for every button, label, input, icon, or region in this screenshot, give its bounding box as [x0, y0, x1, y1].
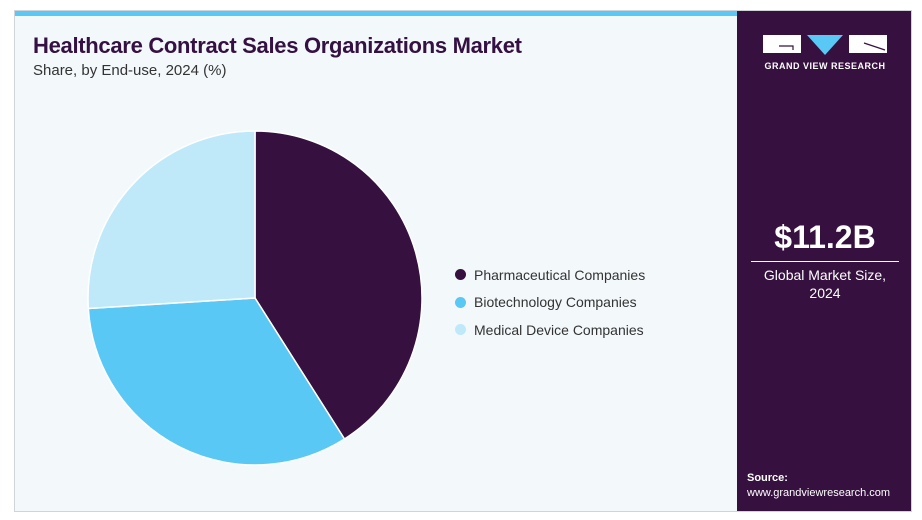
accent-bar: [15, 11, 737, 16]
legend-item: Biotechnology Companies: [455, 289, 645, 317]
summary-panel: GRAND VIEW RESEARCH $11.2B Global Market…: [737, 11, 911, 511]
legend-label: Medical Device Companies: [474, 321, 644, 338]
pie-slice-medical-device-companies: [87, 130, 256, 310]
source: Source: www.grandviewresearch.com: [747, 471, 890, 501]
divider: [751, 261, 899, 262]
market-size-label-line2: 2024: [809, 285, 841, 301]
legend-label: Biotechnology Companies: [474, 294, 637, 311]
pie-slice-pharmaceutical-companies: [254, 130, 423, 441]
logo-text: GRAND VIEW RESEARCH: [764, 61, 886, 71]
pie-chart: [87, 130, 423, 466]
market-size-value: $11.2B: [774, 219, 876, 255]
legend: Pharmaceutical Companies Biotechnology Co…: [455, 261, 645, 344]
gvr-logo: GRAND VIEW RESEARCH: [763, 33, 887, 71]
pie-slice-biotechnology-companies: [87, 297, 346, 466]
chart-title: Healthcare Contract Sales Organizations …: [33, 33, 522, 58]
chart-subtitle: Share, by End-use, 2024 (%): [33, 62, 227, 79]
chart-card: Healthcare Contract Sales Organizations …: [14, 10, 912, 512]
market-size-label: Global Market Size, 2024: [737, 266, 911, 302]
legend-dot-icon: [455, 324, 466, 336]
legend-item: Pharmaceutical Companies: [455, 261, 645, 289]
market-size-label-line1: Global Market Size,: [763, 267, 887, 283]
logo-mark-icon: [763, 35, 887, 55]
legend-dot-icon: [455, 296, 466, 308]
source-url[interactable]: www.grandviewresearch.com: [747, 487, 891, 499]
legend-item: Medical Device Companies: [455, 316, 645, 344]
legend-dot-icon: [455, 269, 466, 281]
source-label: Source:: [747, 472, 788, 484]
legend-label: Pharmaceutical Companies: [474, 266, 646, 283]
